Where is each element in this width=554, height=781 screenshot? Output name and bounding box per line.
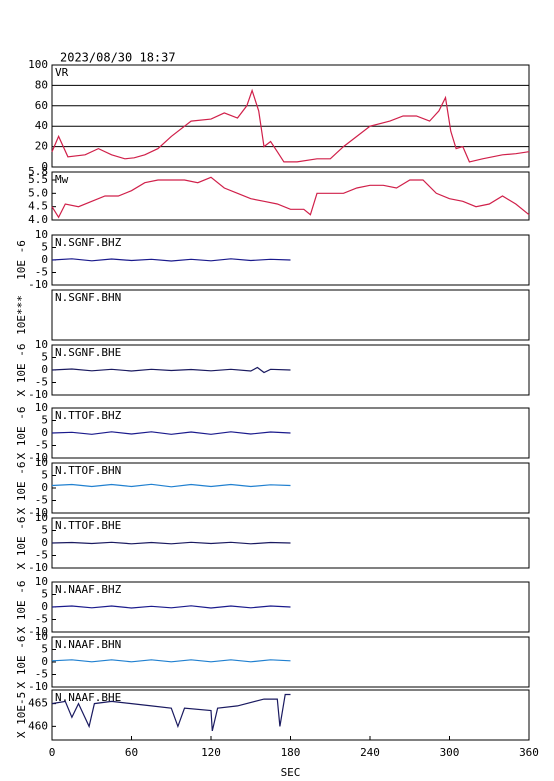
panel-label: VR [55, 66, 69, 79]
data-line [51, 659, 291, 663]
y-tick-label: -5 [35, 668, 48, 681]
y-tick-label: 4.0 [28, 213, 48, 226]
panel-label: N.TTOF.BHZ [55, 409, 122, 422]
y-axis-label: X 10E -6 [15, 636, 28, 689]
y-tick-label: -5 [35, 494, 48, 507]
panel-label: N.TTOF.BHE [55, 519, 121, 532]
x-tick-label: 180 [281, 746, 301, 759]
data-line [51, 88, 530, 163]
y-tick-label: 5 [41, 414, 48, 427]
y-tick-label: 4.5 [28, 200, 48, 213]
x-tick-label: 300 [440, 746, 460, 759]
y-tick-label: 5 [41, 241, 48, 254]
y-tick-label: 5.5 [28, 173, 48, 186]
panel-frame [51, 462, 530, 514]
y-tick-label: 10 [35, 338, 48, 351]
y-tick-label: 0 [41, 363, 48, 376]
y-tick-label: 100 [28, 58, 48, 71]
panel-label: N.NAAF.BHN [55, 638, 121, 651]
y-tick-label: -5 [35, 266, 48, 279]
x-tick-label: 240 [360, 746, 380, 759]
y-tick-label: 80 [35, 78, 48, 91]
y-tick-label: 0 [41, 160, 48, 173]
y-axis-label: X 10E -6 [15, 581, 28, 634]
data-line [51, 176, 530, 219]
y-tick-label: 465 [28, 697, 48, 710]
panel-frame [51, 636, 530, 688]
y-tick-label: -5 [35, 549, 48, 562]
y-tick-label: 10 [35, 575, 48, 588]
y-tick-label: 0 [41, 655, 48, 668]
y-axis-label: X 10E -6 [15, 517, 28, 570]
y-tick-label: 5.8 [28, 165, 48, 178]
panel-label: N.NAAF.BHE [55, 691, 121, 704]
y-tick-label: -5 [35, 376, 48, 389]
y-tick-label: 0 [41, 536, 48, 549]
timestamp: 2023/08/30 18:37 [60, 51, 176, 65]
x-tick-label: 0 [49, 746, 56, 759]
y-tick-label: 5 [41, 351, 48, 364]
y-axis-label: X 10E -6 [15, 407, 28, 460]
y-tick-label: -10 [28, 506, 48, 519]
y-tick-label: 10 [35, 630, 48, 643]
data-line [51, 258, 291, 262]
y-tick-label: -5 [35, 439, 48, 452]
x-tick-label: 120 [201, 746, 221, 759]
x-tick-label: 360 [519, 746, 539, 759]
x-tick-label: 60 [125, 746, 138, 759]
y-axis-label: X 10E -6 [15, 462, 28, 515]
panel-label: N.SGNF.BHE [55, 346, 121, 359]
x-axis-label: SEC [281, 766, 301, 779]
y-axis-label: X 10E-5 [15, 692, 28, 738]
y-tick-label: -10 [28, 278, 48, 291]
y-tick-label: 20 [35, 140, 48, 153]
y-tick-label: 10 [35, 401, 48, 414]
y-tick-label: -10 [28, 625, 48, 638]
data-line [51, 431, 291, 435]
y-axis-label: X 10E -6 [15, 344, 28, 397]
panel-frame [51, 289, 530, 341]
y-axis-label: 10E -6 [15, 240, 28, 280]
panel-label: N.NAAF.BHZ [55, 583, 122, 596]
y-tick-label: 5 [41, 588, 48, 601]
y-tick-label: 5 [41, 643, 48, 656]
y-tick-label: 10 [35, 228, 48, 241]
panel-frame [51, 171, 530, 221]
y-tick-label: 60 [35, 99, 48, 112]
panel-frame [51, 689, 530, 741]
data-line [51, 605, 291, 609]
panel-label: N.TTOF.BHN [55, 464, 121, 477]
data-line [51, 483, 291, 488]
y-tick-label: -10 [28, 451, 48, 464]
y-tick-label: 0 [41, 253, 48, 266]
y-axis-label: 10E*** [15, 295, 28, 335]
data-line [51, 366, 291, 374]
data-line [51, 693, 291, 732]
y-tick-label: 10 [35, 511, 48, 524]
y-tick-label: 0 [41, 600, 48, 613]
y-tick-label: 5 [41, 524, 48, 537]
panel-label: N.SGNF.BHZ [55, 236, 122, 249]
panel-frame [51, 64, 530, 168]
panel-label: N.SGNF.BHN [55, 291, 121, 304]
data-line [51, 541, 291, 545]
y-tick-label: 0 [41, 426, 48, 439]
panel-label: Mw [55, 173, 69, 186]
y-tick-label: -5 [35, 613, 48, 626]
y-tick-label: -10 [28, 388, 48, 401]
y-tick-label: -10 [28, 680, 48, 693]
y-tick-label: 5.0 [28, 186, 48, 199]
y-tick-label: 460 [28, 719, 48, 732]
y-tick-label: 10 [35, 456, 48, 469]
y-tick-label: -10 [28, 561, 48, 574]
y-tick-label: 40 [35, 119, 48, 132]
y-tick-label: 0 [41, 481, 48, 494]
y-tick-label: 5 [41, 469, 48, 482]
